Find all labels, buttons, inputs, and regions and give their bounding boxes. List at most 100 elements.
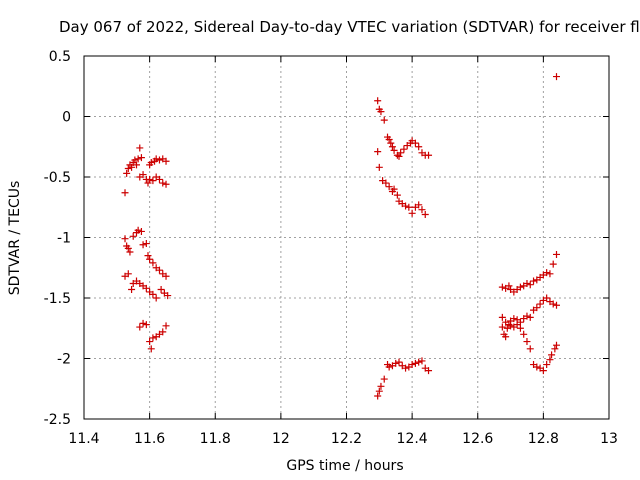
data-point — [415, 143, 423, 151]
data-point — [136, 144, 144, 152]
data-point — [539, 367, 547, 375]
data-point — [139, 171, 147, 179]
data-point — [134, 155, 142, 163]
grid — [84, 56, 609, 419]
data-point — [405, 203, 413, 211]
data-point — [505, 321, 513, 329]
data-point — [526, 345, 534, 353]
data-point — [402, 364, 410, 372]
chart-title: Day 067 of 2022, Sidereal Day-to-day VTE… — [59, 18, 640, 36]
data-point — [121, 189, 129, 197]
data-point — [543, 294, 551, 302]
data-point — [385, 135, 393, 143]
data-point — [516, 283, 524, 291]
data-point — [128, 163, 136, 171]
data-point — [147, 345, 155, 353]
data-point — [129, 232, 137, 240]
data-point — [374, 392, 382, 400]
data-point — [421, 211, 429, 219]
data-point — [397, 149, 405, 157]
x-axis-label: GPS time / hours — [286, 458, 403, 474]
data-point — [162, 180, 170, 188]
x-tick-label: 12.4 — [397, 431, 428, 447]
data-point — [159, 179, 167, 187]
x-tick-labels: 11.4 11.6 11.8 12 12.2 12.4 12.6 12.8 13 — [68, 431, 618, 447]
x-tick-label: 12.6 — [462, 431, 493, 447]
data-point — [543, 361, 551, 369]
data-point — [533, 304, 541, 312]
data-point — [390, 185, 398, 193]
data-point — [152, 294, 160, 302]
data-point — [392, 359, 400, 367]
data-point — [411, 139, 419, 147]
data-point — [553, 250, 560, 258]
data-point — [374, 97, 382, 105]
data-points — [121, 73, 560, 400]
data-point — [390, 146, 398, 154]
data-point — [134, 226, 142, 234]
data-point — [411, 359, 419, 367]
y-tick-label: 0 — [62, 110, 71, 126]
data-point — [124, 165, 132, 173]
data-point — [546, 270, 554, 278]
data-point — [526, 281, 534, 289]
plot-frame — [83, 55, 610, 420]
data-point — [536, 300, 544, 308]
data-point — [142, 240, 150, 248]
data-point — [510, 315, 518, 323]
data-point — [142, 321, 150, 329]
data-point — [395, 358, 403, 366]
data-point — [418, 206, 426, 214]
data-point — [526, 313, 534, 321]
data-point — [553, 341, 560, 349]
data-point — [507, 322, 515, 330]
data-point — [498, 313, 506, 321]
data-point — [162, 322, 170, 330]
data-point — [498, 283, 506, 291]
data-point — [152, 155, 160, 163]
data-point — [380, 116, 388, 124]
data-point — [123, 169, 131, 177]
data-point — [549, 300, 557, 308]
data-point — [155, 156, 163, 164]
data-point — [162, 157, 170, 165]
data-point — [133, 161, 140, 169]
data-point — [516, 324, 524, 332]
data-point — [377, 382, 385, 390]
data-point — [380, 375, 388, 383]
data-point — [374, 148, 382, 156]
data-point — [408, 209, 416, 217]
x-tick-label: 12.2 — [331, 431, 362, 447]
data-point — [498, 323, 506, 331]
y-tick-label: -1.5 — [44, 291, 71, 307]
data-point — [402, 202, 410, 210]
data-point — [393, 191, 401, 199]
data-point — [126, 248, 134, 256]
data-point — [543, 269, 551, 277]
data-point — [523, 338, 531, 346]
data-point — [144, 252, 152, 260]
data-point — [139, 241, 147, 249]
data-point — [520, 330, 528, 338]
data-point — [155, 175, 163, 183]
data-point — [149, 259, 157, 267]
data-point — [146, 338, 154, 346]
data-point — [408, 361, 416, 369]
data-point — [128, 286, 136, 294]
x-tick-label: 12 — [272, 431, 290, 447]
data-point — [553, 73, 560, 81]
data-point — [155, 266, 163, 274]
data-point — [382, 179, 390, 187]
data-point — [131, 156, 139, 164]
data-point — [121, 235, 129, 243]
data-point — [149, 177, 157, 185]
data-point — [162, 272, 170, 280]
data-point — [387, 139, 395, 147]
y-axis-label: SDTVAR / TECUs — [7, 181, 23, 296]
y-tick-label: -2.5 — [44, 412, 71, 428]
data-point — [157, 286, 165, 294]
x-tick-label: 13 — [600, 431, 618, 447]
data-point — [385, 183, 393, 191]
data-point — [377, 108, 385, 116]
